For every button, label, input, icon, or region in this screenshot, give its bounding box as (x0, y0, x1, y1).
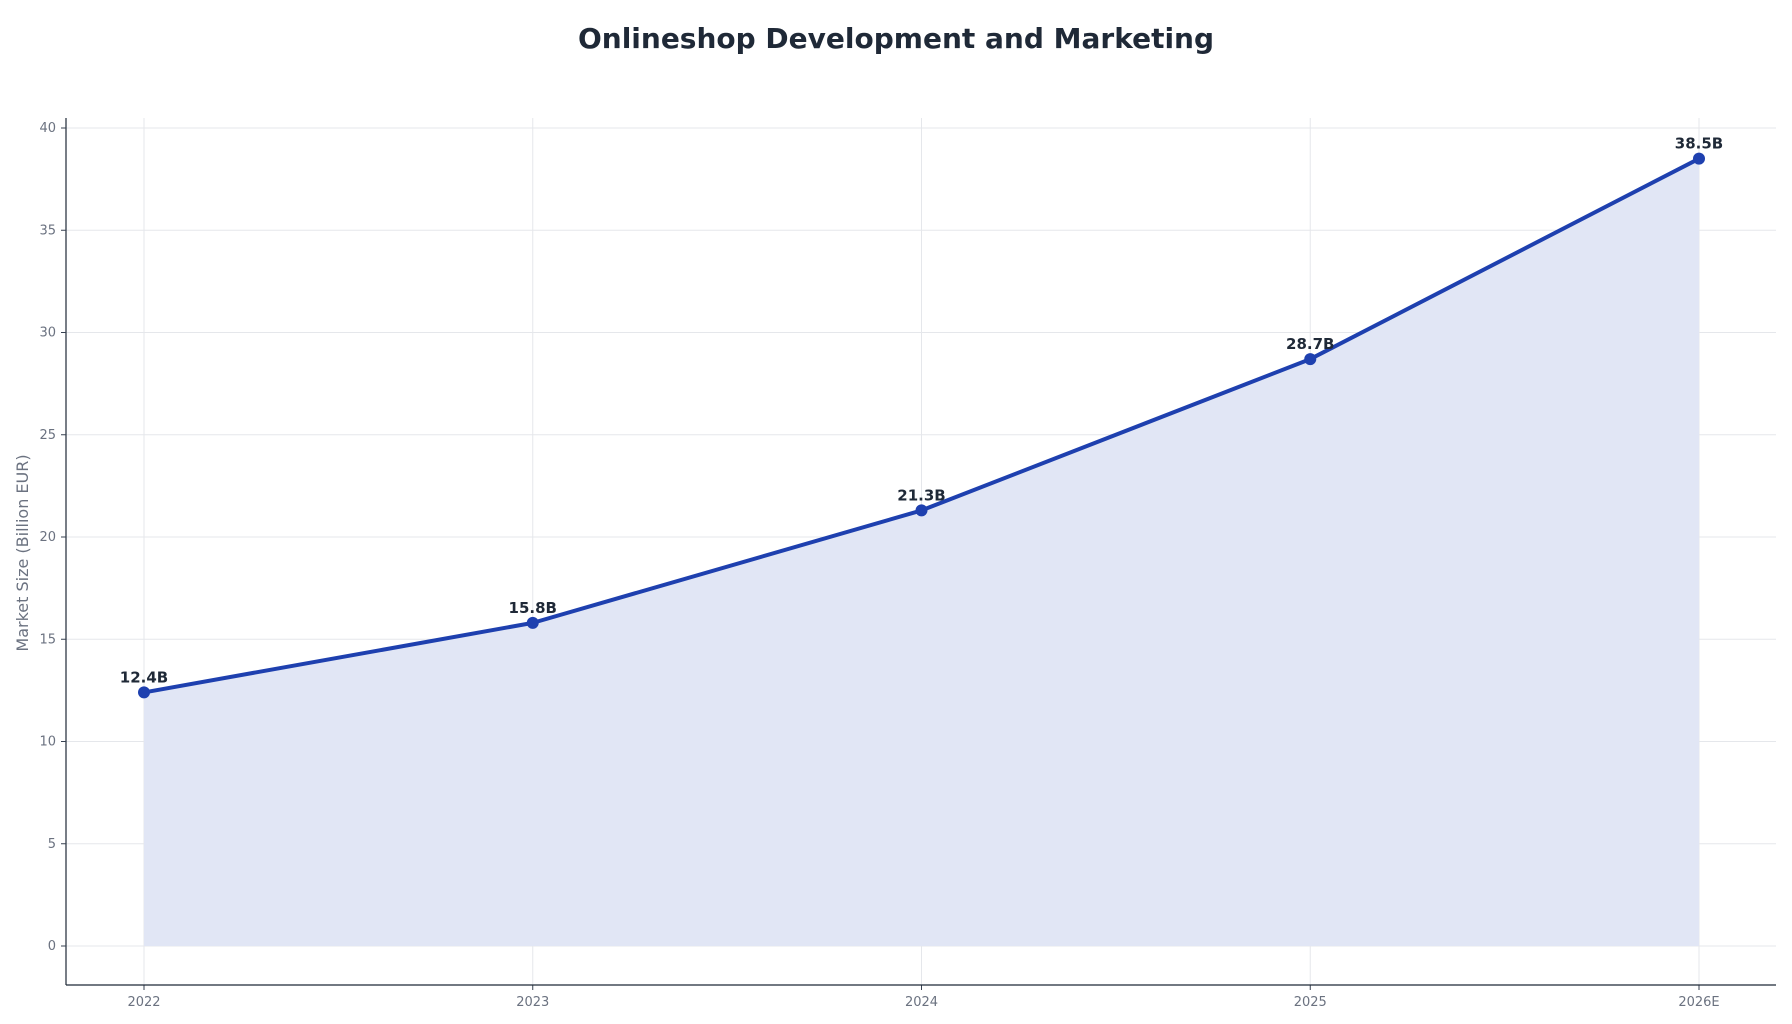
y-tick-label: 10 (39, 735, 56, 750)
data-point (526, 616, 539, 629)
y-tick-label: 5 (48, 837, 56, 852)
data-label: 12.4B (120, 668, 168, 686)
data-label: 28.7B (1286, 335, 1334, 353)
data-point (1693, 152, 1705, 165)
y-tick-label: 35 (39, 223, 56, 238)
x-tick-label: 2025 (1294, 995, 1327, 1010)
y-tick-label: 40 (39, 121, 56, 136)
chart-title: Onlineshop Development and Marketing (577, 22, 1215, 55)
y-axis-title: Market Size (Billion EUR) (13, 454, 32, 651)
y-tick-label: 30 (39, 326, 56, 341)
data-point (1304, 353, 1317, 366)
label-layer: 12.4B 15.8B 21.3B 28.7B 38.5B (120, 135, 1723, 687)
data-label: 21.3B (897, 486, 945, 504)
series-area-fill (144, 158, 1699, 947)
area-layer (144, 158, 1699, 947)
data-point (138, 686, 150, 699)
y-tick-label: 15 (39, 632, 56, 647)
y-tick-label: 20 (39, 530, 56, 545)
x-tick-label: 2023 (516, 995, 549, 1010)
data-label: 15.8B (509, 599, 557, 617)
data-label: 38.5B (1675, 135, 1723, 153)
y-tick-label: 25 (39, 428, 56, 443)
data-point (915, 504, 928, 517)
x-tick-label: 2026E (1678, 995, 1719, 1010)
y-tick-label: 0 (48, 939, 56, 954)
x-tick-label: 2022 (127, 995, 160, 1010)
line-layer (138, 152, 1705, 699)
x-tick-label: 2024 (905, 995, 938, 1010)
